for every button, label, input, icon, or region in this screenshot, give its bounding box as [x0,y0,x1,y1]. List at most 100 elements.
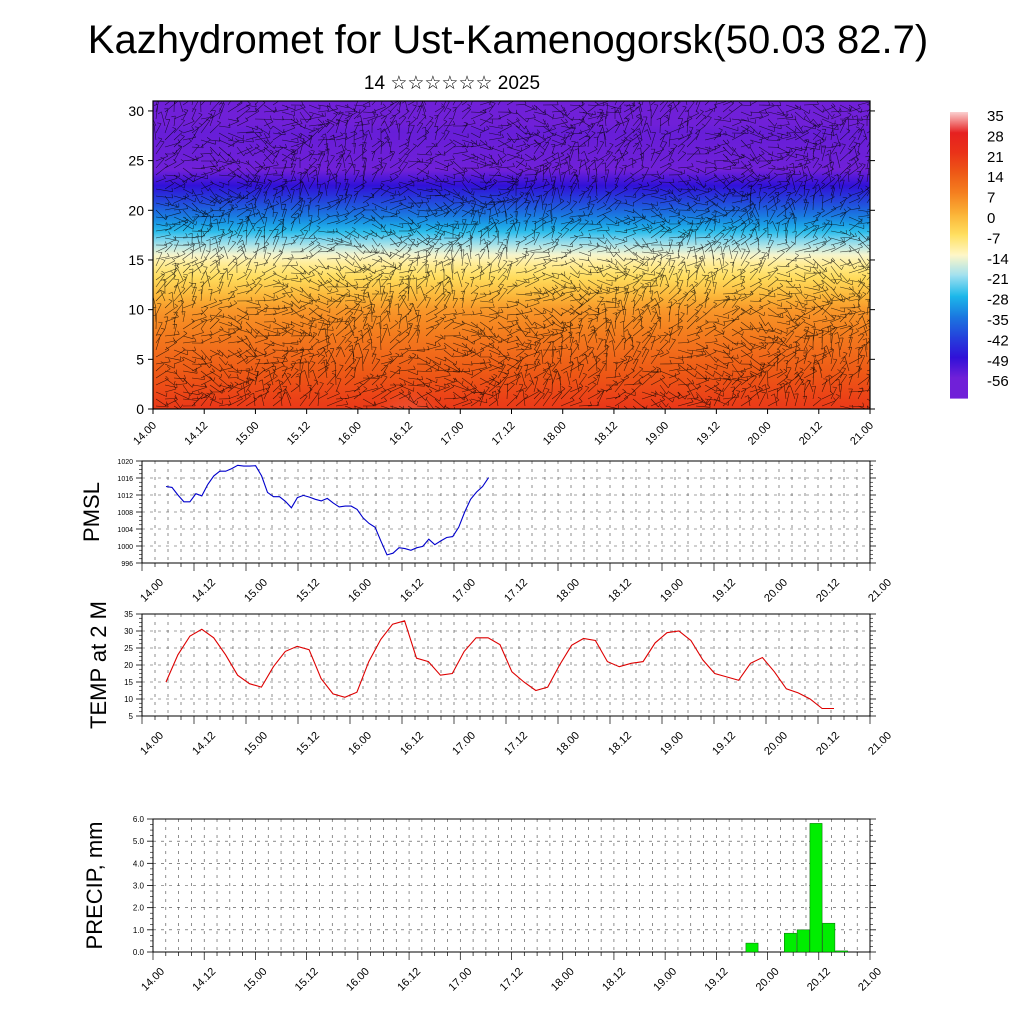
x-tick-label: 18.12 [606,730,634,758]
colorbar-label: 14 [987,169,1004,186]
x-tick-label: 21.00 [866,730,894,758]
y-tick-label: 20 [124,661,133,670]
cross-section-plot: 0 5 10 15 20 25 30 14.00 14.12 15.00 15.12 16.00 16.… [128,100,1009,448]
x-tick-label: 19.00 [658,730,686,758]
x-tick-label: 18.00 [554,730,582,758]
x-tick-label: 14.12 [190,730,218,758]
pmsl-plot: 996 1000 1004 1008 1012 1016 1020 14.00 14.12 15.… [79,459,894,605]
y-tick-label: 1.0 [133,926,145,935]
x-tick-label: 15.12 [285,420,313,448]
x-tick-label: 18.12 [600,966,628,994]
y-tick-label: 25 [124,644,133,653]
colorbar-segment [950,193,968,215]
x-tick-label: 15.00 [242,577,270,605]
x-tick-label: 17.12 [502,730,530,758]
x-tick-label: 20.00 [754,966,782,994]
y-tick-label: 10 [128,302,144,318]
y-tick-label: 15 [124,678,133,687]
x-tick-label: 20.12 [805,966,833,994]
x-tick-label: 16.00 [336,420,364,448]
x-tick-label: 19.12 [710,730,738,758]
y-tick-label: 15 [128,252,144,268]
x-tick-label: 16.00 [346,577,374,605]
colorbar-segment [950,357,968,379]
x-tick-label: 17.00 [438,420,466,448]
colorbar-segment [950,316,968,338]
x-tick-label: 16.12 [398,577,426,605]
x-tick-label: 19.12 [710,577,738,605]
x-tick-label: 14.00 [139,966,167,994]
y-tick-label: 0 [136,401,144,417]
x-tick-label: 18.00 [549,966,577,994]
y-tick-label: 5 [136,351,144,367]
x-tick-label: 19.12 [703,966,731,994]
y-tick-label: 1012 [117,493,133,500]
colorbar-label: -49 [987,353,1009,370]
x-tick-label: 17.00 [450,577,478,605]
y-tick-label: 1000 [117,544,133,551]
x-tick-label: 19.00 [658,577,686,605]
x-tick-label: 18.12 [606,577,634,605]
precipitation-plot: 0.0 1.0 2.0 3.0 4.0 5.0 6.0 14.00 14.12 15.00 15.1… [82,815,884,994]
x-tick-label: 20.12 [814,577,842,605]
x-tick-label: 14.12 [190,966,218,994]
x-tick-label: 20.12 [797,420,825,448]
colorbar-segment [950,377,968,399]
y-tick-label: 1020 [117,459,133,466]
precip-bar [822,922,836,953]
temperature-field [153,101,870,409]
x-tick-label: 20.00 [762,730,790,758]
y-tick-label: 6.0 [133,815,145,824]
y-tick-label: 20 [128,202,144,218]
y-tick-label: 1008 [117,510,133,517]
y-axis-title: PMSL [79,482,104,542]
colorbar-label: 35 [987,108,1004,125]
colorbar-label: -28 [987,292,1009,309]
x-tick-label: 16.12 [387,420,415,448]
x-tick-label: 16.12 [398,730,426,758]
colorbar-label: -35 [987,312,1009,329]
colorbar-segment [950,255,968,277]
x-tick-label: 17.00 [450,730,478,758]
x-tick-label: 17.12 [502,577,530,605]
colorbar-label: -21 [987,271,1009,288]
x-tick-label: 17.12 [498,966,526,994]
x-tick-label: 15.00 [242,966,270,994]
x-tick-label: 16.00 [344,966,372,994]
x-tick-label: 14.00 [131,420,159,448]
x-tick-label: 19.12 [695,420,723,448]
x-tick-label: 14.12 [182,420,210,448]
colorbar-segment [950,152,968,174]
temperature-plot: 5 10 15 20 25 30 35 14.00 14.12 15.00 15.12 16.00 16… [86,601,894,758]
y-tick-label: 25 [128,153,144,169]
colorbar-segment [950,132,968,154]
colorbar-segment [950,295,968,317]
warm-core [361,314,458,409]
x-tick-label: 14.12 [190,577,218,605]
x-tick-label: 21.00 [866,577,894,605]
colorbar-label: -56 [987,373,1009,390]
colorbar-label: -14 [987,251,1009,268]
x-tick-label: 15.00 [234,420,262,448]
x-tick-label: 18.00 [554,577,582,605]
x-tick-label: 17.12 [490,420,518,448]
x-tick-label: 20.12 [814,730,842,758]
precip-bar [784,932,797,953]
y-tick-label: 3.0 [133,882,145,891]
x-tick-label: 20.00 [746,420,774,448]
x-tick-label: 21.00 [856,966,884,994]
x-tick-label: 20.00 [762,577,790,605]
x-tick-label: 17.00 [446,966,474,994]
colorbar-segment [950,275,968,297]
y-tick-label: 35 [124,610,133,619]
chart-title: Kazhydromet for Ust-Kamenogorsk(50.03 82… [87,18,929,62]
precip-bar [835,950,848,953]
x-tick-label: 15.12 [293,966,321,994]
y-tick-label: 10 [124,695,133,704]
x-tick-label: 16.12 [395,966,423,994]
x-tick-label: 18.12 [592,420,620,448]
colorbar-label: -42 [987,332,1009,349]
colorbar-label: -7 [987,230,1000,247]
y-tick-label: 4.0 [133,859,145,868]
